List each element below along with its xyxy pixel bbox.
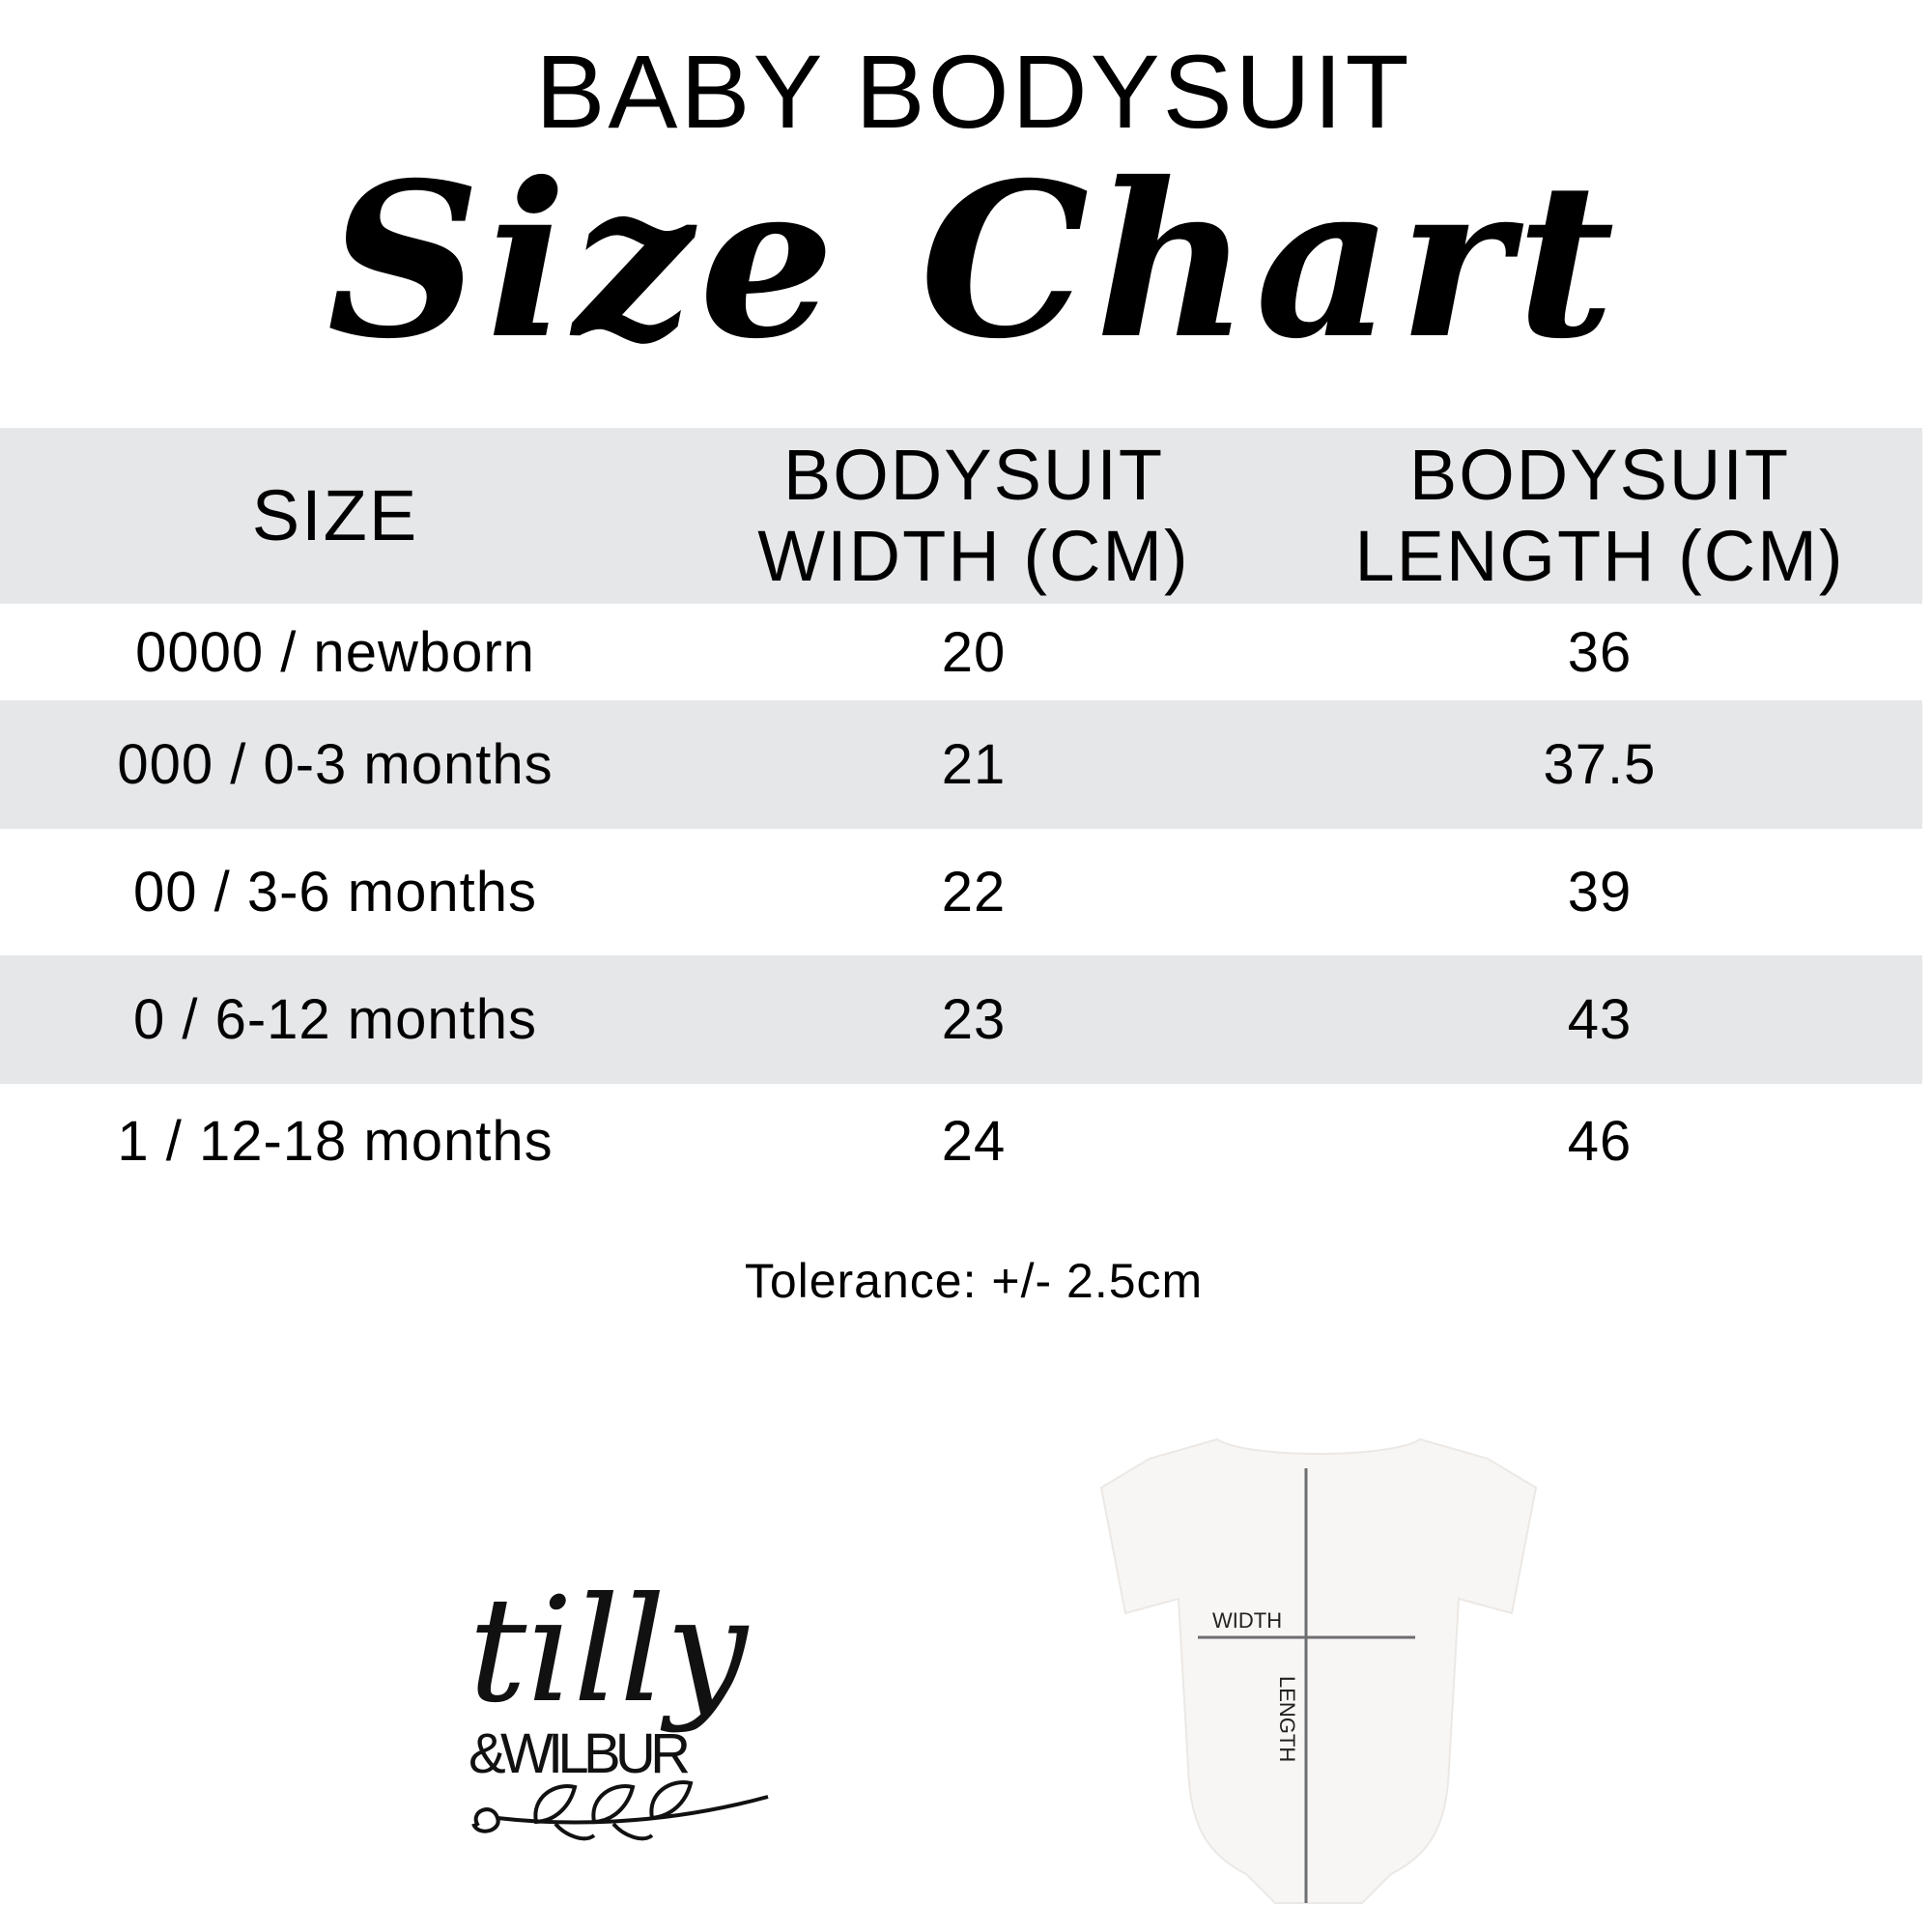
width-cell: 20 bbox=[941, 620, 1007, 684]
column-header-length: BODYSUIT LENGTH (CM) bbox=[1277, 435, 1922, 597]
length-cell: 46 bbox=[1567, 1109, 1633, 1173]
header-line: LENGTH (CM) bbox=[1354, 516, 1845, 596]
tolerance-note: Tolerance: +/- 2.5cm bbox=[744, 1254, 1204, 1308]
table-row: 00 / 3-6 months 22 39 bbox=[0, 829, 1922, 955]
page-subtitle: Size Chart bbox=[327, 135, 1621, 385]
table-row: 0000 / newborn 20 36 bbox=[0, 604, 1922, 700]
header-line: BODYSUIT bbox=[782, 435, 1165, 515]
table-row: 1 / 12-18 months 24 46 bbox=[0, 1084, 1922, 1198]
width-label: WIDTH bbox=[1212, 1608, 1282, 1633]
size-cell: 1 / 12-18 months bbox=[117, 1109, 554, 1173]
width-cell: 21 bbox=[941, 733, 1007, 796]
length-cell: 43 bbox=[1567, 988, 1633, 1051]
length-cell: 36 bbox=[1567, 620, 1633, 684]
size-cell: 0000 / newborn bbox=[135, 620, 535, 684]
length-cell: 37.5 bbox=[1543, 733, 1657, 796]
length-label: LENGTH bbox=[1275, 1676, 1299, 1762]
bodysuit-shape bbox=[1099, 1437, 1538, 1904]
leaf-branch-icon bbox=[471, 1780, 769, 1841]
size-cell: 00 / 3-6 months bbox=[133, 861, 537, 923]
page-title: BABY BODYSUIT bbox=[535, 33, 1412, 150]
header-line: BODYSUIT bbox=[1408, 435, 1791, 515]
size-cell: 0 / 6-12 months bbox=[133, 988, 537, 1051]
logo-line2: &WILBUR bbox=[469, 1722, 691, 1785]
brand-logo: tilly &WILBUR bbox=[469, 1567, 769, 1841]
table-row: 000 / 0-3 months 21 37.5 bbox=[0, 700, 1922, 829]
table-header: SIZE BODYSUIT WIDTH (CM) BODYSUIT LENGTH… bbox=[0, 428, 1922, 604]
header-line: WIDTH (CM) bbox=[757, 516, 1190, 596]
logo-line1: tilly bbox=[469, 1567, 750, 1735]
size-cell: 000 / 0-3 months bbox=[117, 733, 554, 796]
size-table: SIZE BODYSUIT WIDTH (CM) BODYSUIT LENGTH… bbox=[0, 428, 1922, 1198]
column-header-width: BODYSUIT WIDTH (CM) bbox=[670, 435, 1277, 597]
table-row: 0 / 6-12 months 23 43 bbox=[0, 955, 1922, 1084]
width-cell: 24 bbox=[941, 1109, 1007, 1173]
width-cell: 23 bbox=[941, 988, 1007, 1051]
column-header-size: SIZE bbox=[251, 475, 419, 555]
width-cell: 22 bbox=[941, 861, 1007, 923]
bodysuit-diagram: WIDTH LENGTH bbox=[1099, 1437, 1538, 1904]
length-cell: 39 bbox=[1567, 861, 1633, 923]
